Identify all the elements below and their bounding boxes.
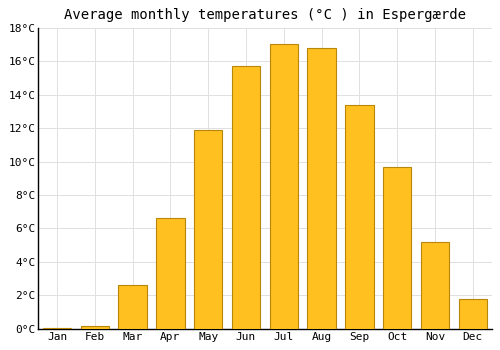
- Bar: [345, 105, 374, 329]
- Bar: [383, 167, 412, 329]
- Bar: [156, 218, 184, 329]
- Bar: [458, 299, 487, 329]
- Bar: [232, 66, 260, 329]
- Bar: [421, 242, 449, 329]
- Bar: [270, 44, 298, 329]
- Bar: [194, 130, 222, 329]
- Bar: [80, 326, 109, 329]
- Bar: [43, 328, 71, 329]
- Bar: [308, 48, 336, 329]
- Title: Average monthly temperatures (°C ) in Espergærde: Average monthly temperatures (°C ) in Es…: [64, 8, 466, 22]
- Bar: [118, 285, 147, 329]
